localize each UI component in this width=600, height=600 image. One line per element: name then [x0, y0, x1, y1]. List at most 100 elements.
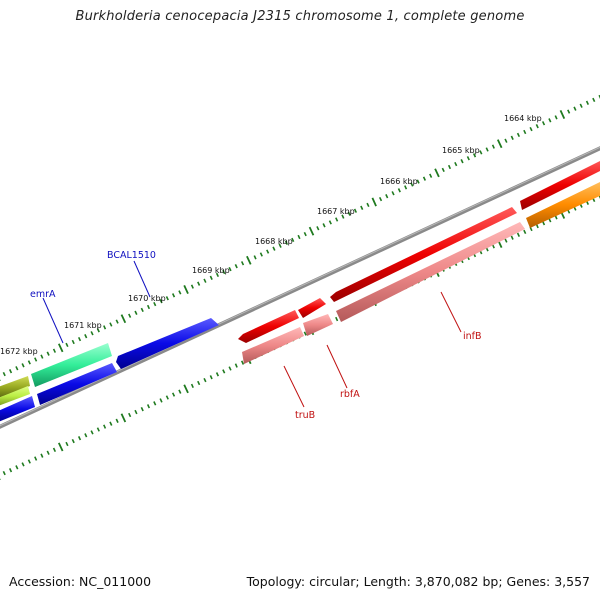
outer-ring-minor-tick — [297, 234, 301, 240]
outer-ring-minor-tick — [378, 196, 383, 202]
outer-ring-minor-tick — [96, 328, 100, 333]
inner-ring-minor-tick — [134, 409, 138, 415]
outer-ring-minor-tick — [103, 325, 107, 330]
gene-pink-mid[interactable] — [303, 314, 333, 336]
outer-ring-minor-tick — [240, 261, 245, 266]
outer-ring-major-tick — [246, 255, 252, 265]
inner-ring-minor-tick — [115, 418, 119, 423]
outer-ring-minor-tick — [46, 351, 50, 356]
inner-ring-minor-tick — [84, 433, 88, 438]
tick-label-1669: 1669 kbp — [192, 266, 230, 275]
outer-ring-minor-tick — [554, 115, 558, 120]
outer-ring-minor-tick — [322, 223, 326, 228]
gene-BCAL1510[interactable] — [116, 318, 219, 369]
genome-backbone — [0, 146, 600, 429]
inner-ring-minor-tick — [15, 465, 19, 470]
inner-ring-minor-tick — [165, 395, 169, 400]
outer-ring-minor-tick — [441, 167, 445, 173]
outer-ring-minor-tick — [491, 144, 495, 149]
gene-red-small-b[interactable] — [238, 310, 299, 343]
outer-ring-minor-tick — [353, 208, 358, 213]
outer-ring-minor-tick — [2, 371, 6, 377]
gene-label-truB[interactable]: truB — [295, 410, 315, 421]
inner-ring-major-tick — [57, 442, 64, 452]
outer-ring-minor-tick — [146, 304, 151, 310]
outer-ring-minor-tick — [579, 103, 583, 108]
genome-backbone-highlight — [0, 146, 600, 427]
outer-ring-minor-tick — [71, 339, 75, 345]
outer-ring-major-tick — [496, 139, 503, 149]
outer-ring-minor-tick — [472, 153, 477, 158]
inner-ring-major-tick — [183, 384, 189, 394]
outer-ring-minor-tick — [454, 161, 458, 167]
outer-ring-minor-tick — [15, 366, 19, 371]
gene-orange-right[interactable] — [526, 181, 600, 228]
gene-yellowgreen-left[interactable] — [0, 386, 30, 406]
outer-ring-minor-tick — [567, 109, 571, 114]
outer-ring-major-tick — [559, 110, 566, 119]
outer-ring-minor-tick — [535, 124, 539, 129]
inner-ring-minor-tick — [103, 424, 107, 429]
gene-infB[interactable] — [330, 207, 517, 302]
gene-label-BCAL1510[interactable]: BCAL1510 — [107, 250, 156, 261]
outer-ring-minor-tick — [404, 185, 408, 190]
outer-ring-minor-tick — [460, 159, 464, 164]
gene-label-emrA[interactable]: emrA — [30, 289, 56, 300]
inner-ring-minor-tick — [8, 468, 13, 473]
gene-red-small-a[interactable] — [298, 298, 326, 318]
outer-ring-minor-tick — [190, 284, 194, 289]
outer-ring-major-tick — [57, 343, 64, 353]
inner-ring-minor-tick — [109, 421, 113, 426]
map-title: Burkholderia cenocepacia J2315 chromosom… — [75, 9, 525, 24]
outer-ring-minor-tick — [77, 336, 82, 342]
outer-ring-minor-tick — [178, 290, 182, 295]
tick-label-1670: 1670 kbp — [128, 294, 166, 303]
outer-ring-minor-tick — [316, 226, 320, 231]
inner-ring-minor-tick — [203, 377, 207, 383]
outer-ring-minor-tick — [573, 106, 577, 111]
outer-ring-minor-tick — [34, 357, 38, 362]
outer-ring-minor-tick — [410, 182, 414, 187]
gene-red-top-right[interactable] — [520, 160, 600, 210]
gene-pink-left[interactable] — [242, 327, 304, 364]
inner-ring-minor-tick — [90, 430, 94, 435]
outer-ring-minor-tick — [516, 132, 521, 138]
tick-label-1664: 1664 kbp — [504, 114, 542, 123]
gene-emrA[interactable] — [31, 343, 112, 387]
gene-blue-lower[interactable] — [37, 363, 117, 405]
outer-ring-major-tick — [434, 168, 440, 178]
inner-ring-minor-tick — [215, 372, 220, 377]
tick-label-1667: 1667 kbp — [317, 207, 355, 216]
outer-ring-minor-tick — [109, 322, 113, 327]
outer-ring-minor-tick — [328, 220, 332, 225]
inner-ring-minor-tick — [171, 392, 176, 397]
inner-ring-minor-tick — [46, 450, 50, 455]
outer-ring-minor-tick — [253, 255, 257, 260]
outer-ring-minor-tick — [504, 138, 508, 143]
outer-ring-minor-tick — [303, 231, 307, 237]
inner-ring-minor-tick — [40, 453, 44, 458]
outer-ring-minor-tick — [215, 272, 220, 278]
gene-pink-large[interactable] — [336, 222, 525, 322]
inner-ring-minor-tick — [34, 456, 38, 461]
inner-ring-minor-tick — [197, 380, 201, 386]
leader-line-truB — [283, 365, 305, 408]
accession-text: Accession: NC_011000 — [9, 574, 152, 589]
outer-ring-minor-tick — [529, 126, 533, 132]
outer-ring-minor-tick — [479, 150, 483, 155]
gene-label-rbfA[interactable]: rbfA — [340, 389, 360, 400]
outer-ring-minor-tick — [429, 173, 433, 178]
gene-label-infB[interactable]: infB — [463, 331, 482, 342]
inner-ring-minor-tick — [222, 369, 226, 374]
outer-ring-minor-tick — [165, 296, 169, 301]
outer-ring-minor-tick — [65, 342, 69, 348]
outer-ring-minor-tick — [341, 214, 345, 219]
gene-blue-far-left[interactable] — [0, 396, 35, 422]
outer-ring-minor-tick — [291, 237, 295, 243]
inner-ring-minor-tick — [335, 316, 339, 322]
gene-olive-left[interactable] — [0, 376, 30, 398]
inner-ring-minor-tick — [65, 441, 69, 447]
outer-ring-minor-tick — [222, 269, 226, 275]
outer-ring-minor-tick — [485, 147, 489, 152]
inner-ring-minor-tick — [159, 398, 163, 403]
